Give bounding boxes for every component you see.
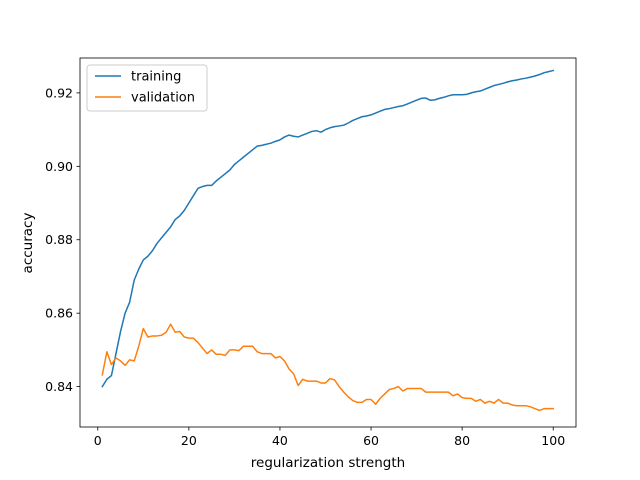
series-line-training bbox=[101, 69, 555, 388]
y-tick-label: 0.84 bbox=[45, 379, 73, 394]
x-tick-label: 60 bbox=[363, 433, 379, 448]
y-axis-label: accuracy bbox=[20, 213, 36, 274]
legend-label-training: training bbox=[131, 70, 181, 85]
x-axis-ticks: 0 20 40 60 80 100 bbox=[94, 427, 565, 448]
series-line-validation bbox=[101, 323, 554, 412]
x-tick-label: 80 bbox=[454, 433, 470, 448]
y-tick-label: 0.88 bbox=[45, 232, 73, 247]
axes-frame bbox=[79, 57, 577, 428]
legend: training validation bbox=[86, 64, 208, 112]
plot-area bbox=[101, 69, 555, 412]
x-axis-label: regularization strength bbox=[251, 455, 405, 471]
y-axis-ticks: 0.84 0.86 0.88 0.90 0.92 bbox=[45, 85, 80, 394]
legend-label-validation: validation bbox=[131, 91, 195, 106]
axes-spines bbox=[79, 57, 577, 428]
x-tick-label: 20 bbox=[181, 433, 197, 448]
y-tick-label: 0.90 bbox=[45, 159, 73, 174]
x-tick-label: 40 bbox=[272, 433, 288, 448]
y-tick-label: 0.86 bbox=[45, 306, 73, 321]
x-tick-label: 0 bbox=[94, 433, 102, 448]
x-tick-label: 100 bbox=[541, 433, 565, 448]
y-tick-label: 0.92 bbox=[45, 85, 73, 100]
